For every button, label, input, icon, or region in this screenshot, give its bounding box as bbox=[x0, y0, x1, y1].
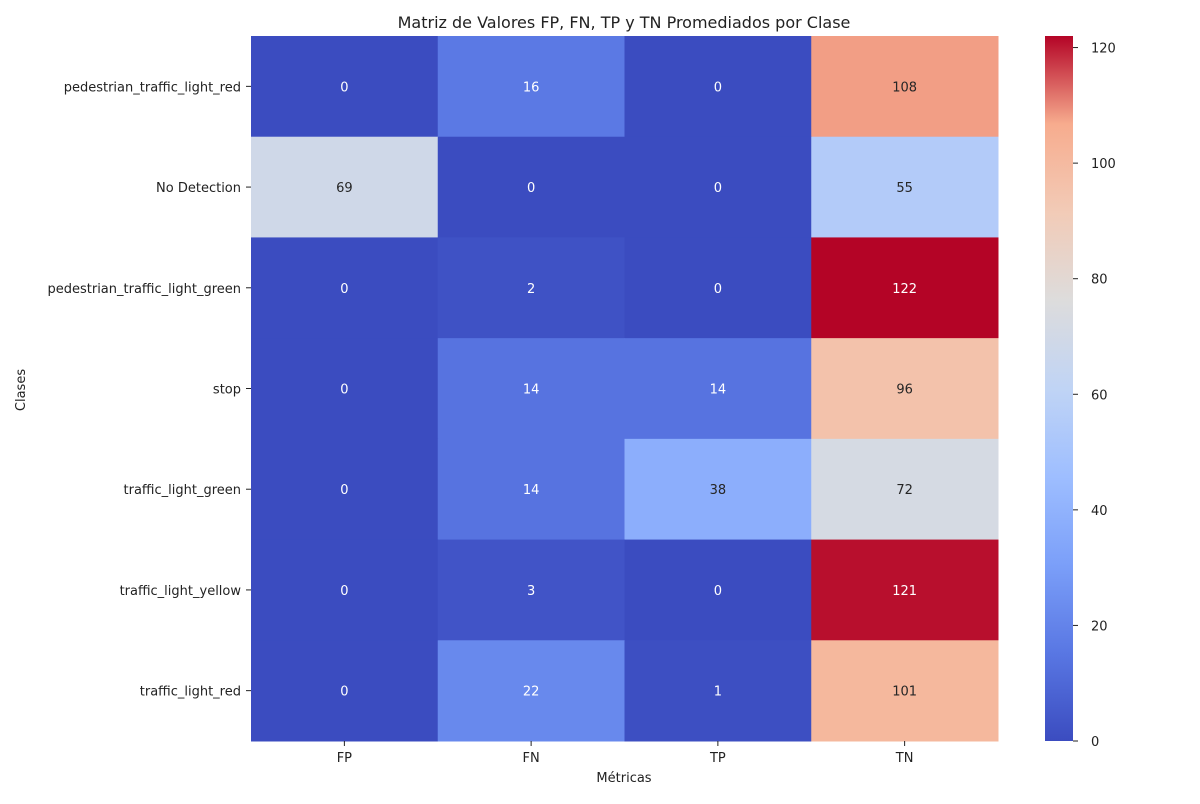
cell-value-label: 2 bbox=[527, 282, 535, 297]
cell-value-label: 101 bbox=[892, 685, 917, 700]
y-tick-label: pedestrian_traffic_light_green bbox=[47, 282, 241, 297]
colorbar-gradient bbox=[1045, 36, 1073, 741]
cell-value-label: 0 bbox=[714, 181, 722, 196]
cell-value-label: 0 bbox=[714, 80, 722, 95]
colorbar: 0 20 40 60 80 100 120 bbox=[1045, 36, 1116, 750]
heatmap-cells bbox=[251, 36, 999, 742]
heatmap-cell bbox=[811, 438, 999, 541]
cell-value-label: 0 bbox=[527, 181, 535, 196]
cell-value-label: 14 bbox=[523, 483, 540, 498]
heatmap-cell bbox=[251, 539, 439, 641]
colorbar-tick-label: 40 bbox=[1091, 504, 1108, 519]
x-axis-label: Métricas bbox=[596, 771, 651, 786]
x-axis-ticks: FP FN TP TN bbox=[337, 741, 914, 766]
chart-title: Matriz de Valores FP, FN, TP y TN Promed… bbox=[398, 13, 851, 32]
cell-value-label: 0 bbox=[340, 685, 348, 700]
heatmap-cell bbox=[437, 237, 625, 339]
colorbar-tick-label: 0 bbox=[1091, 735, 1099, 750]
cell-value-label: 121 bbox=[892, 584, 917, 599]
y-axis-ticks: pedestrian_traffic_light_red No Detection… bbox=[47, 80, 251, 700]
heatmap-cell bbox=[811, 136, 999, 238]
cell-value-label: 1 bbox=[714, 685, 722, 700]
colorbar-ticks: 0 20 40 60 80 100 120 bbox=[1073, 42, 1116, 750]
heatmap-cell bbox=[437, 136, 625, 238]
heatmap-cell bbox=[811, 539, 999, 641]
heatmap-cell bbox=[437, 539, 625, 641]
cell-value-label: 16 bbox=[523, 80, 540, 95]
colorbar-tick-label: 120 bbox=[1091, 42, 1116, 57]
cell-value-label: 96 bbox=[896, 383, 913, 398]
y-tick-label: traffic_light_yellow bbox=[120, 584, 242, 599]
cell-value-label: 0 bbox=[340, 483, 348, 498]
cell-value-label: 0 bbox=[340, 282, 348, 297]
x-tick-label: FN bbox=[523, 751, 540, 766]
heatmap-cell bbox=[624, 36, 812, 138]
heatmap-cell bbox=[437, 36, 625, 138]
heatmap-cell bbox=[437, 438, 625, 541]
heatmap-cell bbox=[811, 237, 999, 339]
heatmap-cell bbox=[624, 640, 812, 742]
colorbar-tick-label: 80 bbox=[1091, 273, 1108, 288]
y-tick-label: pedestrian_traffic_light_red bbox=[64, 80, 241, 95]
heatmap-cell bbox=[251, 136, 439, 238]
y-tick-label: No Detection bbox=[156, 181, 241, 196]
cell-value-label: 0 bbox=[340, 584, 348, 599]
heatmap-cell bbox=[624, 438, 812, 541]
cell-value-label: 3 bbox=[527, 584, 535, 599]
heatmap-cell bbox=[251, 237, 439, 339]
heatmap-cell bbox=[624, 237, 812, 339]
cell-value-label: 0 bbox=[340, 383, 348, 398]
heatmap-cell bbox=[251, 36, 439, 138]
cell-value-label: 22 bbox=[523, 685, 540, 700]
cell-value-label: 108 bbox=[892, 80, 917, 95]
cell-value-label: 55 bbox=[896, 181, 913, 196]
heatmap-cell bbox=[251, 438, 439, 541]
cell-value-label: 14 bbox=[523, 383, 540, 398]
cell-value-label: 38 bbox=[710, 483, 727, 498]
y-tick-label: traffic_light_green bbox=[124, 483, 241, 498]
cell-value-label: 14 bbox=[710, 383, 727, 398]
cell-value-label: 0 bbox=[340, 80, 348, 95]
cell-value-label: 72 bbox=[896, 483, 913, 498]
cell-value-label: 122 bbox=[892, 282, 917, 297]
heatmap-cell bbox=[624, 539, 812, 641]
x-tick-label: TP bbox=[709, 751, 726, 766]
heatmap-cell bbox=[811, 36, 999, 138]
colorbar-tick-label: 20 bbox=[1091, 619, 1108, 634]
heatmap-cell bbox=[624, 338, 812, 440]
x-tick-label: TN bbox=[895, 751, 914, 766]
y-axis-label: Clases bbox=[14, 369, 29, 411]
heatmap-cell bbox=[251, 640, 439, 742]
cell-value-label: 0 bbox=[714, 584, 722, 599]
x-tick-label: FP bbox=[337, 751, 352, 766]
heatmap-cell bbox=[624, 136, 812, 238]
cell-value-label: 69 bbox=[336, 181, 353, 196]
y-tick-label: traffic_light_red bbox=[140, 685, 241, 700]
heatmap-cell bbox=[251, 338, 439, 440]
colorbar-tick-label: 60 bbox=[1091, 388, 1108, 403]
heatmap-cell bbox=[437, 640, 625, 742]
heatmap-cell bbox=[811, 640, 999, 742]
y-tick-label: stop bbox=[213, 383, 241, 398]
heatmap-cell bbox=[437, 338, 625, 440]
cell-value-label: 0 bbox=[714, 282, 722, 297]
heatmap-cell bbox=[811, 338, 999, 440]
colorbar-tick-label: 100 bbox=[1091, 157, 1116, 172]
